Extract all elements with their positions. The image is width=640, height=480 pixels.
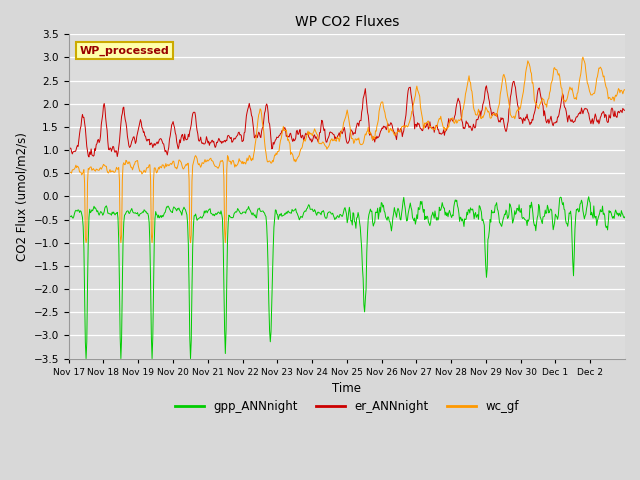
gpp_ANNnight xyxy=(131,210,138,216)
er_ANNnight xyxy=(621,108,629,113)
wc_gf xyxy=(405,120,413,126)
Line: er_ANNnight: er_ANNnight xyxy=(68,81,625,157)
gpp_ANNnight xyxy=(621,214,629,219)
Line: gpp_ANNnight: gpp_ANNnight xyxy=(68,197,625,359)
Legend: gpp_ANNnight, er_ANNnight, wc_gf: gpp_ANNnight, er_ANNnight, wc_gf xyxy=(170,395,524,418)
er_ANNnight xyxy=(510,78,518,84)
er_ANNnight xyxy=(65,145,72,151)
gpp_ANNnight xyxy=(65,214,72,219)
Y-axis label: CO2 Flux (umol/m2/s): CO2 Flux (umol/m2/s) xyxy=(15,132,28,261)
Title: WP CO2 Fluxes: WP CO2 Fluxes xyxy=(294,15,399,29)
X-axis label: Time: Time xyxy=(332,382,362,395)
gpp_ANNnight xyxy=(282,211,289,217)
gpp_ANNnight xyxy=(585,194,593,200)
Text: WP_processed: WP_processed xyxy=(80,46,170,56)
Line: wc_gf: wc_gf xyxy=(68,57,625,243)
er_ANNnight xyxy=(405,85,413,91)
wc_gf xyxy=(621,87,629,93)
er_ANNnight xyxy=(233,133,241,139)
er_ANNnight xyxy=(131,136,138,142)
wc_gf xyxy=(131,161,138,167)
wc_gf xyxy=(82,240,90,246)
wc_gf xyxy=(260,138,268,144)
gpp_ANNnight xyxy=(436,208,444,214)
gpp_ANNnight xyxy=(405,207,413,213)
er_ANNnight xyxy=(282,127,289,132)
er_ANNnight xyxy=(85,154,93,160)
wc_gf xyxy=(282,128,289,133)
er_ANNnight xyxy=(436,130,444,136)
gpp_ANNnight xyxy=(260,210,268,216)
wc_gf xyxy=(436,116,444,122)
gpp_ANNnight xyxy=(82,356,90,361)
gpp_ANNnight xyxy=(233,208,241,214)
wc_gf xyxy=(579,54,587,60)
er_ANNnight xyxy=(260,110,268,116)
wc_gf xyxy=(65,169,72,175)
wc_gf xyxy=(233,162,241,168)
